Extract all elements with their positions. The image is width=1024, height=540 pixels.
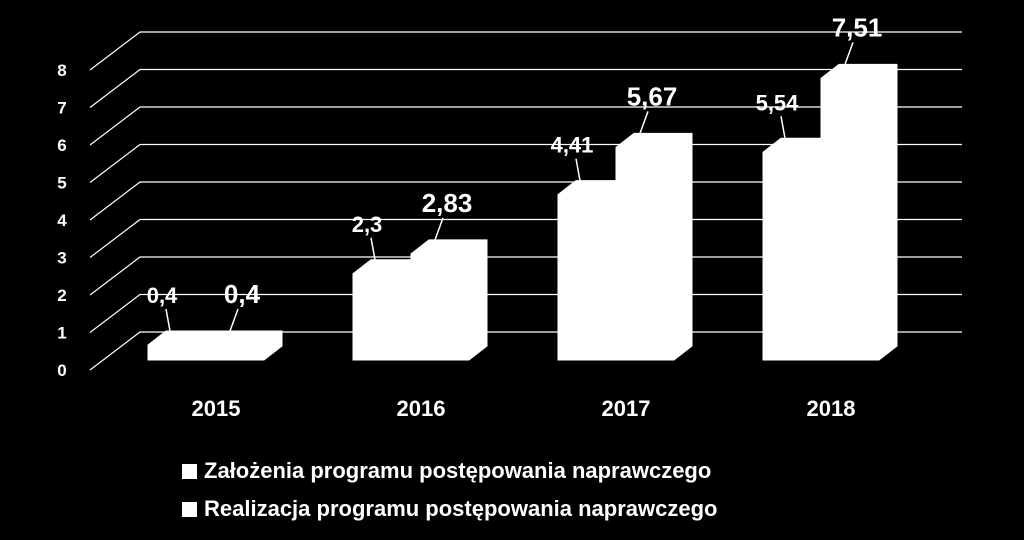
- gridline: [89, 106, 962, 146]
- legend-item-zalozenia: Założenia programu postępowania naprawcz…: [182, 452, 717, 490]
- data-label-realizacja: 2,83: [422, 188, 473, 218]
- leader-line: [575, 158, 581, 181]
- bar-realizacja: [820, 63, 898, 361]
- x-category-label: 2017: [602, 396, 651, 421]
- gridline: [89, 31, 962, 71]
- bar-realizacja: [410, 239, 488, 361]
- y-tick-label: 0: [57, 361, 66, 380]
- bar-zalozenia: [557, 180, 635, 361]
- legend-swatch-realizacja: [182, 501, 197, 517]
- bar-zalozenia: [147, 330, 225, 361]
- data-label-realizacja: 7,51: [832, 12, 883, 42]
- y-tick-label: 8: [57, 61, 66, 80]
- bar-zalozenia: [352, 259, 430, 361]
- leader-line: [165, 308, 171, 332]
- bar-realizacja: [615, 132, 693, 361]
- legend-label-zalozenia: Założenia programu postępowania naprawcz…: [204, 458, 712, 483]
- x-category-label: 2016: [397, 396, 446, 421]
- x-category-label: 2018: [807, 396, 856, 421]
- data-label-zalozenia: 5,54: [756, 90, 800, 115]
- leader-line: [639, 111, 649, 134]
- x-axis-categories: 2015 2016 2017 2018: [192, 396, 856, 421]
- leader-line: [844, 42, 854, 65]
- bars: [147, 63, 898, 361]
- data-label-realizacja: 0,4: [224, 279, 261, 309]
- leader-line: [434, 217, 444, 241]
- leader-line: [229, 308, 239, 332]
- gridline: [89, 68, 962, 108]
- x-category-label: 2015: [192, 396, 241, 421]
- data-label-zalozenia: 0,4: [147, 283, 178, 308]
- bar-zalozenia: [762, 137, 840, 361]
- gridlines: [89, 31, 962, 371]
- y-tick-label: 5: [57, 174, 66, 193]
- y-tick-label: 6: [57, 136, 66, 155]
- legend: Założenia programu postępowania naprawcz…: [182, 452, 717, 528]
- y-axis-ticks: 0 1 2 3 4 5 6 7 8: [57, 61, 67, 380]
- y-tick-label: 1: [57, 324, 66, 343]
- data-labels: 0,4 0,4 2,3 2,83 4,41 5,67 5,54 7,51: [147, 12, 883, 332]
- y-tick-label: 7: [57, 99, 66, 118]
- y-tick-label: 4: [57, 211, 67, 230]
- leader-line: [780, 116, 786, 139]
- legend-swatch-zalozenia: [182, 463, 197, 479]
- legend-item-realizacja: Realizacja programu postępowania naprawc…: [182, 490, 717, 528]
- leader-line: [370, 237, 376, 260]
- y-tick-label: 2: [57, 286, 66, 305]
- data-label-zalozenia: 4,41: [551, 133, 594, 158]
- data-label-realizacja: 5,67: [627, 81, 678, 111]
- y-tick-label: 3: [57, 249, 66, 268]
- legend-label-realizacja: Realizacja programu postępowania naprawc…: [204, 496, 718, 521]
- data-label-zalozenia: 2,3: [352, 212, 383, 237]
